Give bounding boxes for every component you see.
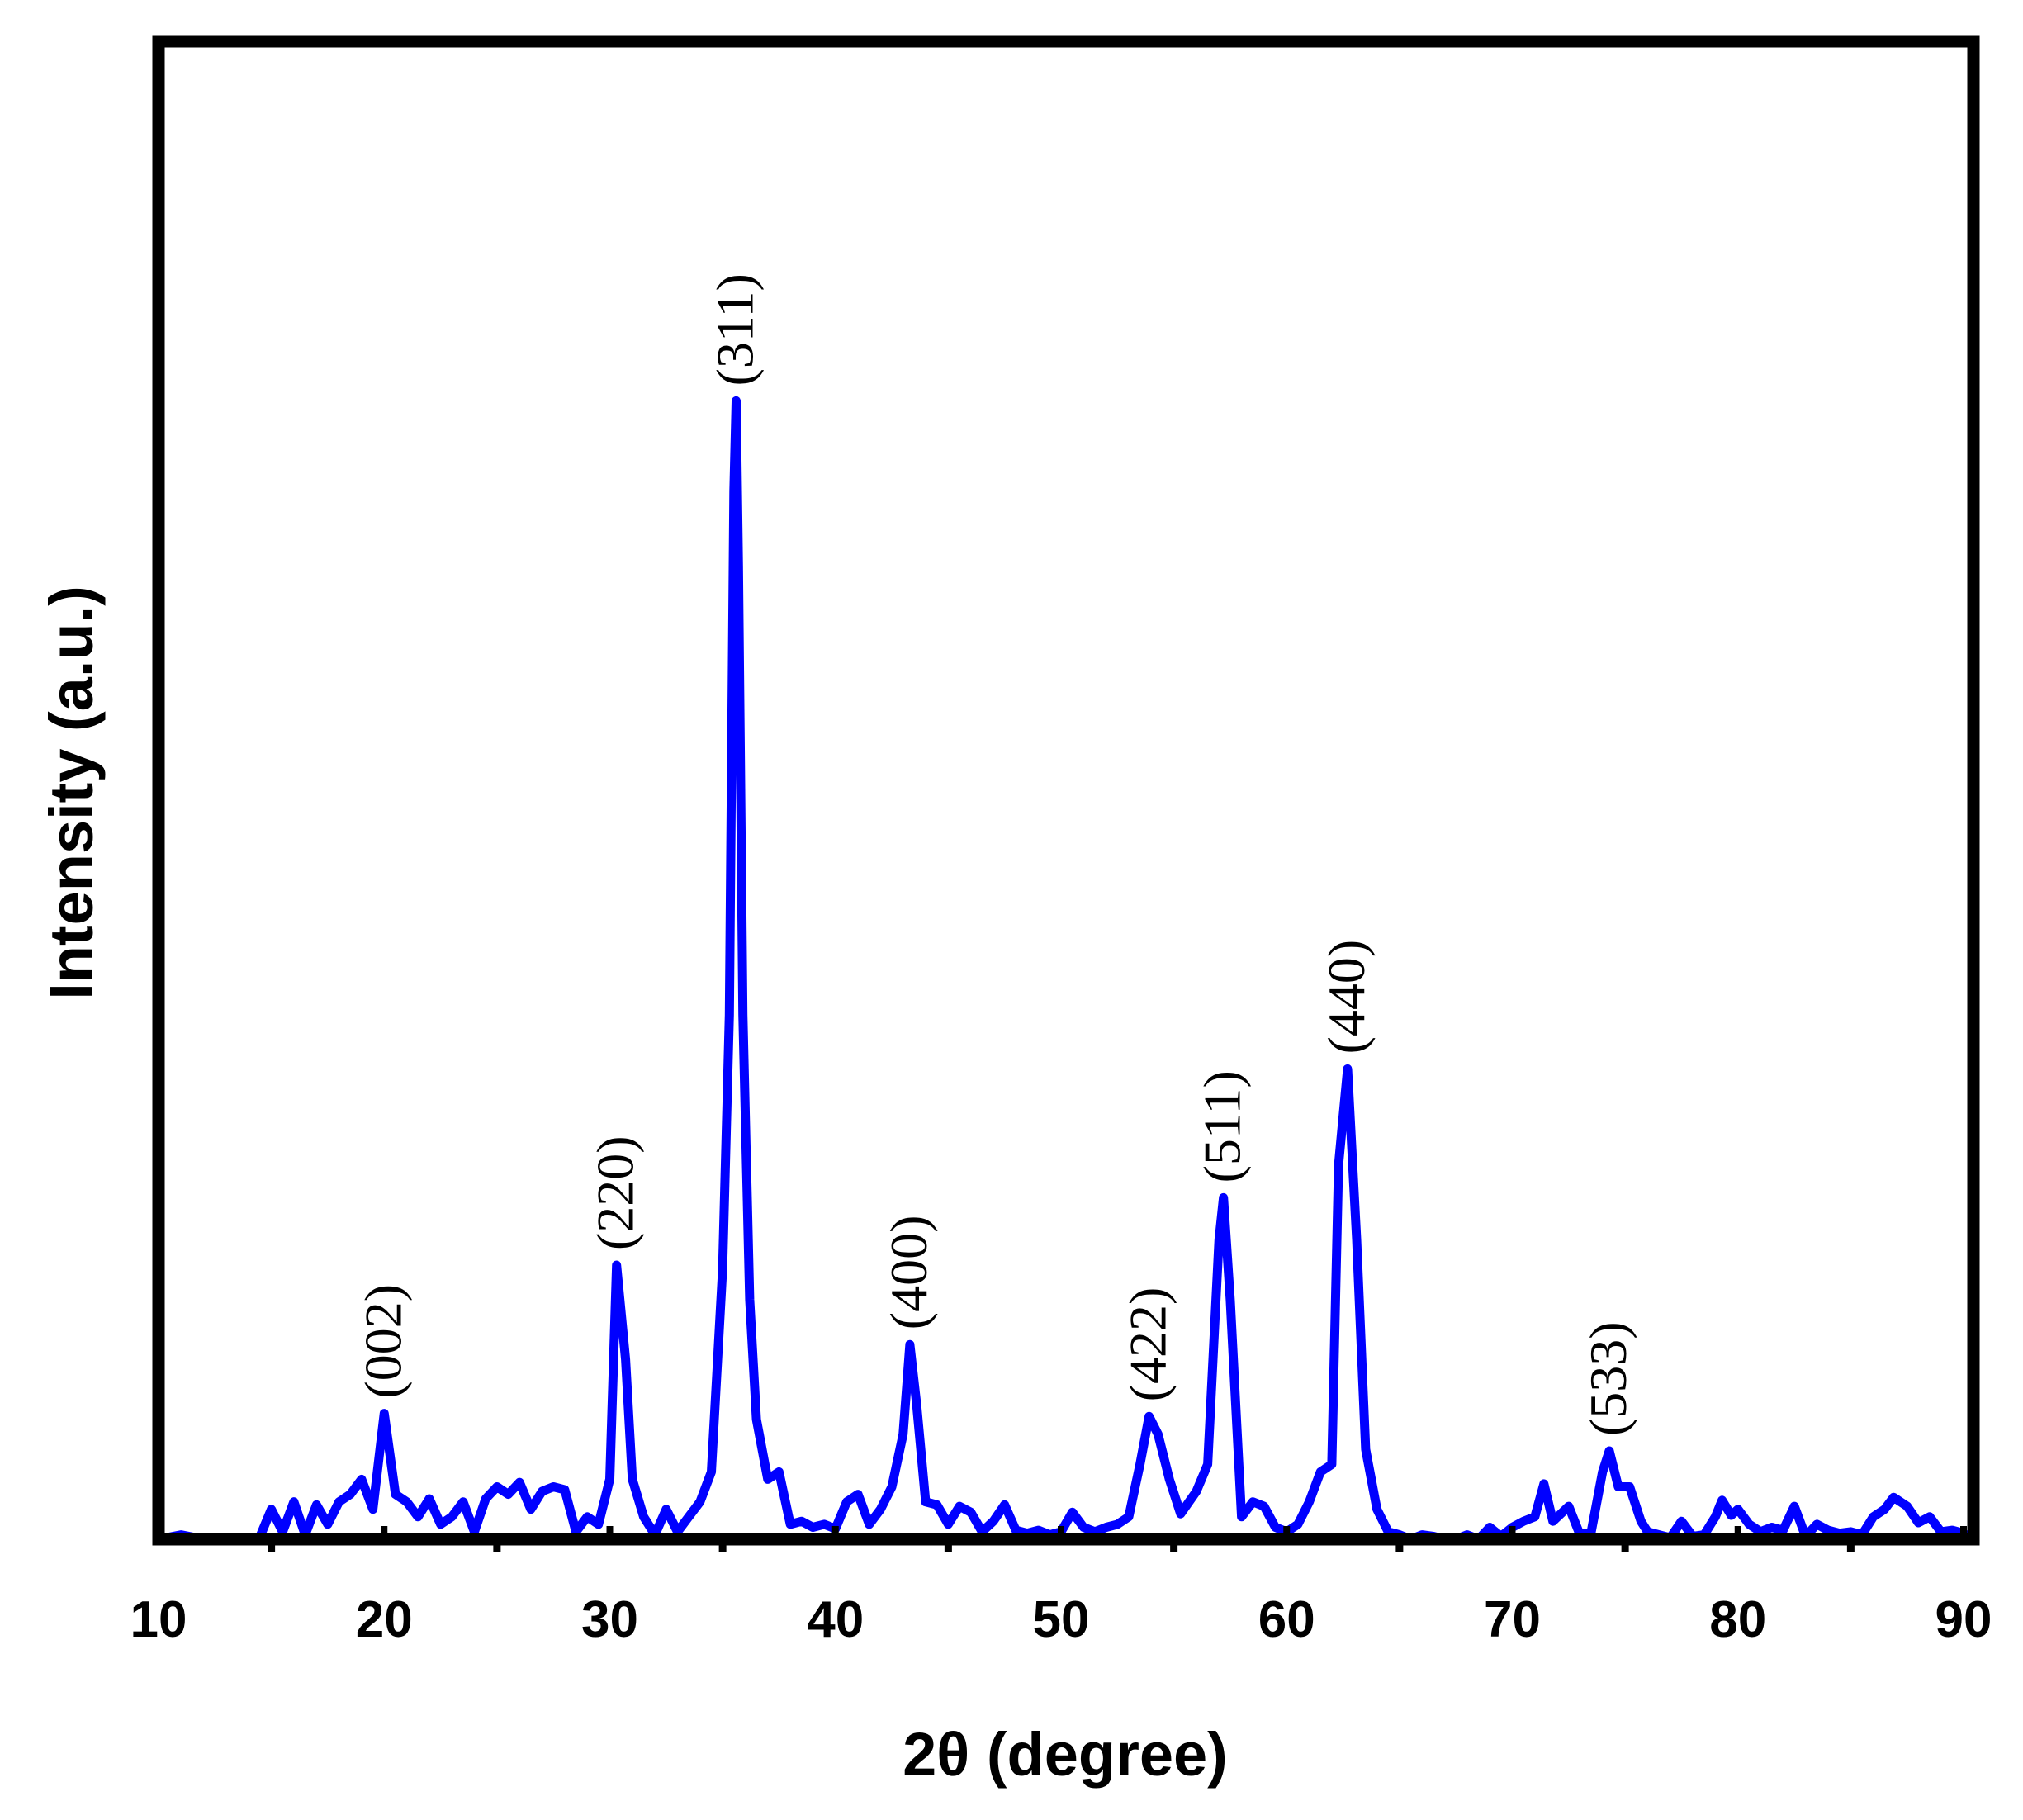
- x-tick-label: 10: [130, 1591, 187, 1648]
- x-tick-label: 80: [1709, 1591, 1766, 1648]
- x-tick-label: 60: [1258, 1591, 1315, 1648]
- x-tick-label: 90: [1935, 1591, 1992, 1648]
- x-axis-title: 2θ (degree): [903, 1720, 1228, 1789]
- x-tick-label: 50: [1033, 1591, 1090, 1648]
- x-tick-label: 30: [581, 1591, 638, 1648]
- peak-label: (220): [586, 1135, 645, 1250]
- peak-label: (400): [879, 1216, 938, 1330]
- peak-label: (002): [353, 1284, 412, 1399]
- plot-frame: [152, 35, 1980, 1546]
- y-axis-title: Intensity (a.u.): [37, 585, 106, 1000]
- peak-label: (311): [706, 273, 765, 386]
- x-tick-label: 70: [1484, 1591, 1541, 1648]
- peak-label: (511): [1193, 1070, 1252, 1183]
- peak-label: (440): [1317, 940, 1376, 1055]
- x-tick-label: 40: [807, 1591, 864, 1648]
- peak-label: (422): [1119, 1287, 1177, 1402]
- x-tick-label: 20: [356, 1591, 413, 1648]
- data-line: [154, 396, 1969, 1544]
- peak-label: (533): [1579, 1321, 1637, 1436]
